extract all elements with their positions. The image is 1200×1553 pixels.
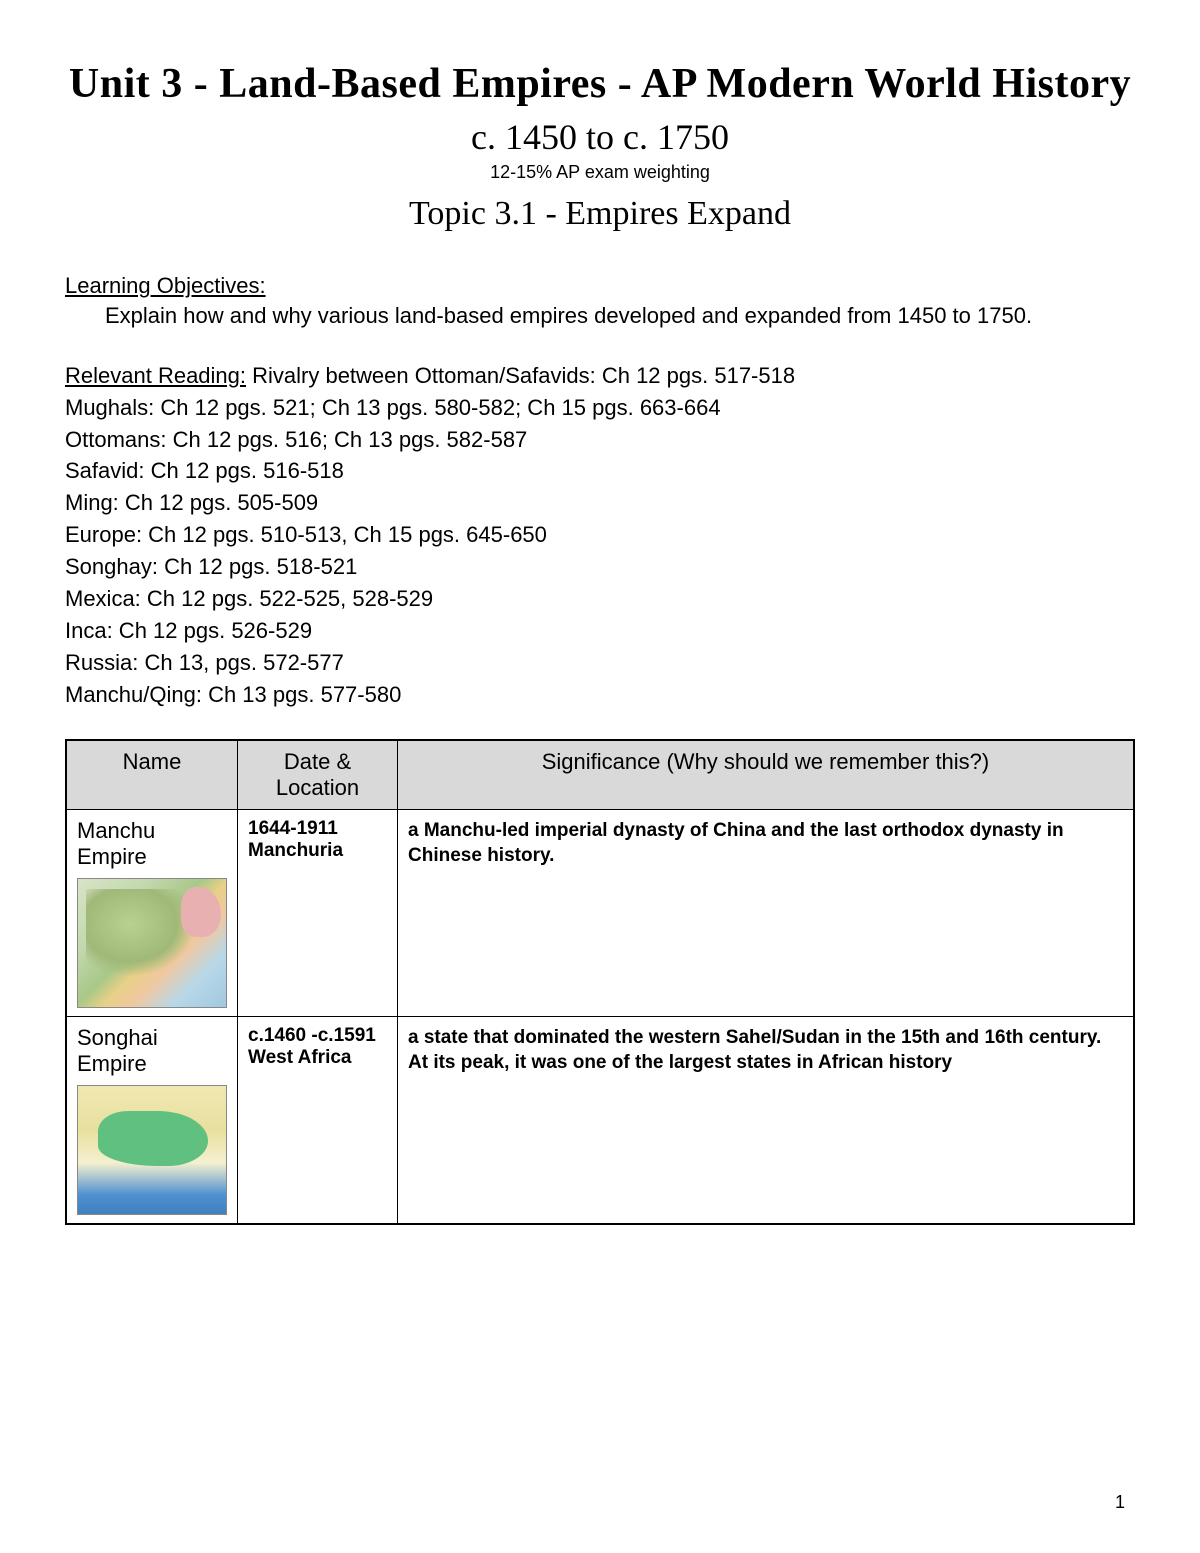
cell-date: 1644-1911 Manchuria	[238, 809, 398, 1016]
col-header-significance: Significance (Why should we remember thi…	[398, 740, 1135, 810]
reading-line: Ming: Ch 12 pgs. 505-509	[65, 490, 318, 515]
col-header-date: Date & Location	[238, 740, 398, 810]
col-header-name: Name	[66, 740, 238, 810]
reading-line: Russia: Ch 13, pgs. 572-577	[65, 650, 344, 675]
exam-weighting: 12-15% AP exam weighting	[65, 162, 1135, 183]
reading-block: Relevant Reading: Rivalry between Ottoma…	[65, 360, 1135, 711]
table-row: Songhai Empire c.1460 -c.1591 West Afric…	[66, 1016, 1134, 1224]
empire-name: Manchu Empire	[77, 818, 155, 869]
reading-line: Songhay: Ch 12 pgs. 518-521	[65, 554, 357, 579]
page-number: 1	[1115, 1492, 1125, 1513]
reading-label: Relevant Reading:	[65, 363, 246, 388]
reading-line: Mughals: Ch 12 pgs. 521; Ch 13 pgs. 580-…	[65, 395, 721, 420]
objectives-label: Learning Objectives:	[65, 273, 1135, 299]
empires-table: Name Date & Location Significance (Why s…	[65, 739, 1135, 1225]
table-row: Manchu Empire 1644-1911 Manchuria a Manc…	[66, 809, 1134, 1016]
map-image	[77, 878, 227, 1008]
unit-title: Unit 3 - Land-Based Empires - AP Modern …	[65, 60, 1135, 108]
reading-line: Europe: Ch 12 pgs. 510-513, Ch 15 pgs. 6…	[65, 522, 547, 547]
reading-line: Ottomans: Ch 12 pgs. 516; Ch 13 pgs. 582…	[65, 427, 527, 452]
cell-significance: a state that dominated the western Sahel…	[398, 1016, 1135, 1224]
empire-name: Songhai Empire	[77, 1025, 158, 1076]
cell-name: Songhai Empire	[66, 1016, 238, 1224]
reading-line: Safavid: Ch 12 pgs. 516-518	[65, 458, 344, 483]
cell-name: Manchu Empire	[66, 809, 238, 1016]
map-image	[77, 1085, 227, 1215]
reading-line: Manchu/Qing: Ch 13 pgs. 577-580	[65, 682, 401, 707]
objectives-text: Explain how and why various land-based e…	[105, 301, 1135, 332]
date-range: c. 1450 to c. 1750	[65, 116, 1135, 158]
cell-date: c.1460 -c.1591 West Africa	[238, 1016, 398, 1224]
reading-line: Inca: Ch 12 pgs. 526-529	[65, 618, 312, 643]
topic-title: Topic 3.1 - Empires Expand	[65, 195, 1135, 233]
table-header-row: Name Date & Location Significance (Why s…	[66, 740, 1134, 810]
reading-line: Mexica: Ch 12 pgs. 522-525, 528-529	[65, 586, 433, 611]
cell-significance: a Manchu-led imperial dynasty of China a…	[398, 809, 1135, 1016]
reading-lead: Rivalry between Ottoman/Safavids: Ch 12 …	[246, 363, 795, 388]
